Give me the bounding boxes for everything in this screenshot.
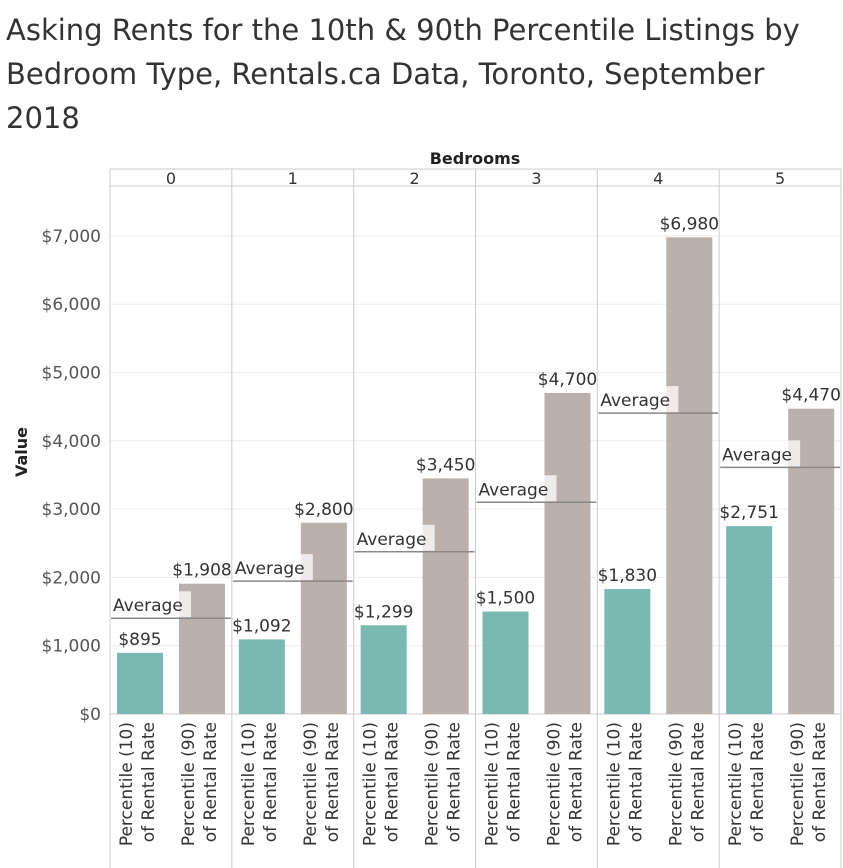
average-label-bg — [232, 554, 313, 581]
average-label: Average — [479, 480, 549, 500]
bar-value-label: $3,450 — [416, 455, 475, 475]
y-tick-label: $0 — [79, 705, 101, 725]
average-label: Average — [357, 530, 427, 550]
bar — [726, 526, 773, 714]
bar — [422, 478, 469, 714]
bar-value-label: $4,700 — [538, 370, 597, 390]
bar-value-label: $1,299 — [354, 602, 413, 622]
bar-value-label: $4,470 — [781, 386, 840, 406]
bedroom-header: 0 — [166, 169, 176, 188]
bar-value-label: $1,908 — [172, 561, 231, 581]
bar — [604, 589, 651, 714]
y-axis-ticks: $0 $1,000 $2,000 $3,000 $4,000 $5,000 $6,000 $7… — [42, 227, 101, 725]
y-tick-label: $5,000 — [42, 364, 101, 384]
bar-value-label: $1,830 — [598, 566, 657, 586]
y-tick-label: $1,000 — [42, 637, 101, 657]
bar-value-label: $2,751 — [719, 503, 778, 523]
category-label: of Rental Rate — [505, 722, 525, 842]
bar-value-label: $2,800 — [294, 500, 353, 520]
category-label: Percentile (90) — [179, 722, 199, 846]
category-label: of Rental Rate — [688, 722, 708, 842]
bar-value-label: $6,980 — [660, 214, 719, 234]
bar-value-label: $895 — [118, 630, 161, 650]
column-header: Bedrooms — [430, 149, 521, 168]
bedroom-header: 3 — [531, 169, 541, 188]
bedroom-headers: 0 1 2 3 4 5 — [166, 169, 785, 188]
bar — [544, 392, 591, 714]
y-tick-label: $7,000 — [42, 227, 101, 247]
chart-frame — [109, 168, 842, 868]
bar-value-label: $1,092 — [232, 616, 291, 636]
y-tick-label: $2,000 — [42, 568, 101, 588]
category-labels: Percentile (10) of Rental Rate Percentile … — [117, 722, 830, 846]
bar-value-label: $1,500 — [476, 589, 535, 609]
bedroom-header: 5 — [775, 169, 785, 188]
bar-value-labels: $895 $1,908 $1,092 $2,800 $1,299 $3,450 $1,500… — [118, 214, 841, 650]
category-label: Percentile (90) — [545, 722, 565, 846]
bar — [300, 522, 347, 714]
category-label: of Rental Rate — [445, 722, 465, 842]
category-label: Percentile (90) — [666, 722, 686, 846]
category-label: of Rental Rate — [139, 722, 159, 842]
category-label: Percentile (90) — [788, 722, 808, 846]
category-label: of Rental Rate — [567, 722, 587, 842]
category-label: of Rental Rate — [748, 722, 768, 842]
category-label: of Rental Rate — [261, 722, 281, 842]
category-label: of Rental Rate — [626, 722, 646, 842]
category-label: Percentile (10) — [239, 722, 259, 846]
category-label: of Rental Rate — [201, 722, 221, 842]
bar — [482, 611, 529, 714]
category-label: of Rental Rate — [810, 722, 830, 842]
y-tick-label: $3,000 — [42, 500, 101, 520]
average-lines: Average Average Average Average Average Avera… — [111, 386, 840, 619]
bedroom-header: 4 — [653, 169, 663, 188]
category-label: Percentile (10) — [604, 722, 624, 846]
y-axis-label: Value — [12, 427, 31, 477]
average-label: Average — [600, 391, 670, 411]
y-tick-label: $6,000 — [42, 295, 101, 315]
chart-title: Asking Rents for the 10th & 90th Percent… — [6, 13, 800, 135]
category-label: Percentile (90) — [301, 722, 321, 846]
category-label: Percentile (10) — [361, 722, 381, 846]
category-label: of Rental Rate — [383, 722, 403, 842]
average-label-bg — [476, 475, 557, 502]
average-label: Average — [235, 559, 305, 579]
category-label: Percentile (10) — [483, 722, 503, 846]
bar — [666, 237, 713, 715]
average-label-bg — [598, 386, 679, 413]
average-label-bg — [720, 440, 801, 467]
average-label: Average — [113, 596, 183, 616]
category-label: Percentile (10) — [726, 722, 746, 846]
bar — [360, 625, 407, 714]
category-label: of Rental Rate — [323, 722, 343, 842]
bar — [117, 652, 163, 714]
bedroom-header: 1 — [288, 169, 298, 188]
average-label-bg — [354, 524, 435, 551]
bar — [238, 639, 285, 714]
category-label: Percentile (10) — [117, 722, 137, 846]
average-label-bg — [111, 591, 191, 618]
y-tick-label: $4,000 — [42, 432, 101, 452]
category-label: Percentile (90) — [423, 722, 443, 846]
average-label: Average — [722, 445, 792, 465]
bedroom-header: 2 — [409, 169, 419, 188]
